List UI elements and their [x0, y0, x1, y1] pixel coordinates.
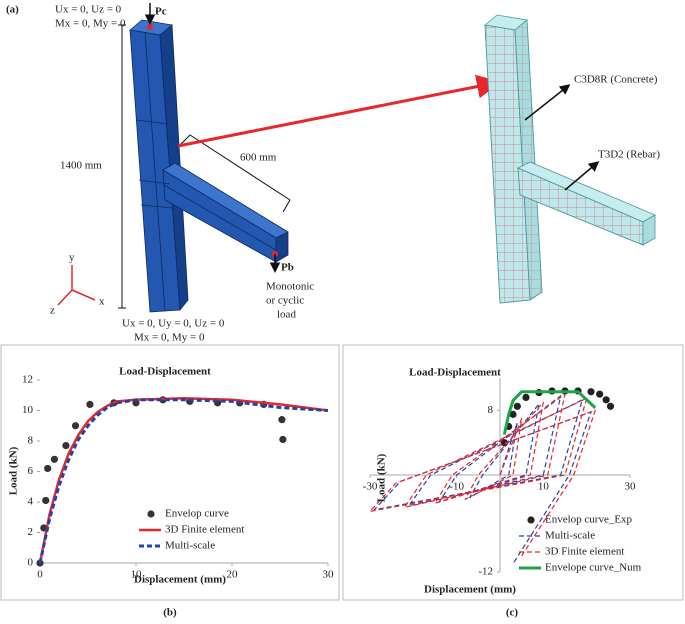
y-tick-label: 6	[28, 465, 34, 477]
axis-name: z	[50, 305, 55, 317]
x-tick-label: 30	[625, 481, 637, 493]
load-note: or cyclic	[266, 295, 304, 307]
panel-label: (c)	[506, 607, 519, 619]
chart-frame	[0, 344, 340, 601]
mesh-model	[484, 14, 656, 304]
legend-marker	[527, 516, 535, 524]
data-line	[502, 390, 597, 435]
load-point	[147, 24, 153, 30]
data-point	[42, 496, 50, 505]
data-point	[279, 435, 287, 444]
panel-label: (a)	[6, 4, 19, 16]
boundary-condition: Mx = 0, My = 0	[134, 332, 205, 344]
chart-title: Load-Displacement	[409, 367, 501, 379]
y-tick-label: 4	[28, 496, 34, 508]
load-note: Monotonic	[266, 281, 314, 293]
x-axis-label: Displacement (mm)	[424, 584, 516, 596]
dimension-label: 600 mm	[240, 152, 277, 164]
legend-label: Envelope curve_Num	[545, 562, 642, 574]
dimension-label: 1400 mm	[60, 160, 102, 172]
x-tick-label: -30	[363, 481, 378, 493]
element-label: T3D2 (Rebar)	[598, 149, 660, 161]
legend-label: Envelop curve	[165, 508, 229, 520]
legend-label: 3D Finite element	[545, 546, 624, 558]
chart-frame	[342, 344, 684, 601]
x-tick-label: 30	[323, 569, 335, 581]
data-point	[509, 410, 517, 418]
y-axis-label: Load (kN)	[376, 453, 388, 502]
x-tick-label: 0	[37, 569, 43, 581]
data-point	[71, 422, 80, 430]
dimension-line	[179, 134, 291, 213]
data-point	[602, 396, 610, 404]
load-note: load	[277, 309, 296, 321]
y-axis-label: Load (kN)	[8, 446, 20, 495]
legend-label: Multi-scale	[165, 540, 215, 552]
data-point	[587, 388, 595, 396]
y-tick-label: 10	[22, 404, 34, 416]
data-point	[50, 455, 59, 463]
axis-triad	[57, 265, 96, 306]
dimension-line	[118, 24, 126, 309]
data-line	[369, 393, 596, 557]
label-arrow	[524, 84, 571, 121]
y-tick-label: 8	[488, 404, 494, 416]
map-arrow	[177, 74, 501, 148]
boundary-condition: Ux = 0, Uz = 0	[55, 4, 122, 16]
y-tick-label: 2	[28, 526, 34, 538]
boundary-condition: Mx = 0, My = 0	[55, 18, 126, 30]
load-label: Pb	[281, 262, 294, 274]
load-label: Pc	[155, 6, 167, 18]
boundary-condition: Ux = 0, Uy = 0, Uz = 0	[122, 318, 225, 330]
x-tick-label: -10	[449, 481, 464, 493]
legend-label: Envelop curve_Exp	[545, 514, 633, 526]
x-tick-label: 20	[227, 569, 239, 581]
data-line	[38, 398, 329, 564]
panel-label: (b)	[163, 607, 177, 619]
axis-name: y	[69, 252, 75, 264]
data-point	[606, 402, 615, 410]
data-point	[44, 464, 52, 473]
x-tick-label: 10	[538, 481, 550, 493]
axis-name: x	[99, 296, 105, 308]
data-line	[373, 395, 592, 565]
y-tick-label: 12	[22, 374, 33, 386]
data-point	[513, 402, 521, 410]
legend-label: 3D Finite element	[165, 524, 244, 536]
data-point	[596, 390, 604, 398]
data-point	[522, 393, 530, 401]
x-axis-label: Displacement (mm)	[134, 574, 226, 586]
y-tick-label: 0	[28, 557, 34, 569]
data-point	[278, 416, 286, 424]
data-point	[86, 400, 94, 408]
data-line	[38, 397, 329, 564]
solid-model	[129, 19, 289, 313]
legend-marker	[147, 510, 155, 518]
chart-title: Load-Displacement	[119, 366, 211, 378]
data-point	[62, 441, 70, 450]
y-tick-label: -12	[478, 566, 493, 578]
label-arrow	[564, 161, 600, 191]
x-tick-label: 10	[131, 569, 143, 581]
legend-label: Multi-scale	[545, 530, 595, 542]
element-label: C3D8R (Concrete)	[574, 74, 658, 86]
y-tick-label: 8	[28, 435, 34, 447]
